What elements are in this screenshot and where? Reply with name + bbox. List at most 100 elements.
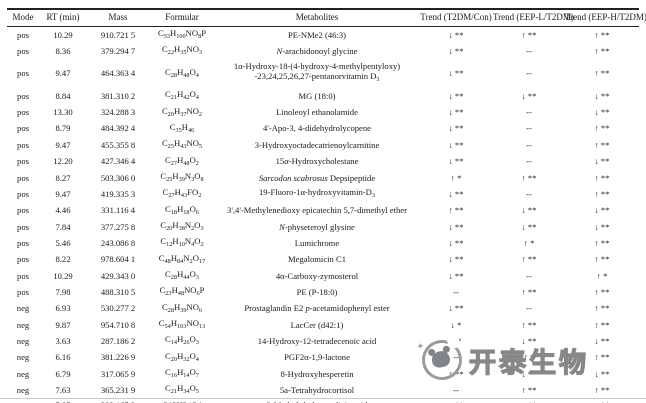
col-header-trend-eeph-t2dm: Trend (EEP-H/T2DM)	[565, 9, 646, 27]
cell-formula: C20H38N2O3	[160, 220, 204, 233]
table-row: pos 7.84 377.275 8 C20H38N2O3 N-physeter…	[7, 219, 639, 235]
cell-mass: 317.065 9	[100, 368, 136, 379]
table-row: pos 13.30 324.288 3 C20H37NO2 Linoleoyl …	[7, 105, 639, 121]
cell-mass: 429.343 0	[100, 270, 136, 281]
cell-mode: pos	[17, 188, 29, 199]
cell-mode: pos	[17, 205, 29, 216]
cell-rt: 9.87	[55, 319, 71, 330]
cell-formula: C25H39N3O8	[160, 171, 204, 183]
watermark-logo-icon: ✦	[416, 336, 466, 384]
cell-mass: 503.306 0	[100, 172, 136, 183]
cell-formula: C21H42O4	[165, 89, 199, 102]
cell-trend-t2dm-con: ↑ **	[448, 205, 464, 216]
cell-trend-t2dm-con: ↑ **	[419, 399, 493, 403]
cell-mass: 484.392 4	[100, 123, 136, 134]
cell-mode: pos	[17, 45, 29, 56]
cell-mode: pos	[17, 156, 29, 167]
cell-trend-t2dm-con: ↓ **	[448, 303, 464, 314]
cell-trend-eeph-t2dm: ↓ **	[594, 156, 610, 167]
cell-metabolite: Linoleoyl ethanolamide	[276, 107, 358, 118]
cell-rt: 12.20	[53, 156, 73, 167]
col-header-trend-eepl-t2dm: Trend (EEP-L/T2DM)	[493, 9, 574, 27]
cell-mode: pos	[17, 139, 29, 150]
cell-metabolite: PGF2α-1,9-lactone	[284, 352, 350, 363]
cell-formula: C23H48NO6P	[159, 285, 205, 298]
cell-mode: pos	[17, 221, 29, 232]
col-header-mode: Mode	[7, 9, 39, 27]
cell-metabolite: PE (P-18:0)	[296, 286, 338, 297]
cell-trend-eeph-t2dm: ↓ **	[594, 335, 610, 346]
cell-mass: 427.346 4	[100, 156, 136, 167]
cell-trend-t2dm-con: ↓ **	[448, 188, 464, 199]
cell-metabolite: 3-Hydroxyoctadecatrienoylcarnitine	[254, 139, 380, 150]
cell-mode: neg	[7, 399, 39, 403]
cell-trend-eepl-t2dm: ↓ **	[521, 221, 537, 232]
cell-trend-eeph-t2dm: ↑ **	[594, 237, 610, 248]
cell-formula: C27H48O2	[165, 154, 199, 167]
cell-mass: 381.226 9	[100, 352, 136, 363]
cell-trend-t2dm-con: ↓ **	[448, 29, 464, 40]
cell-metabolite: 4'-Apo-3, 4-didehydrolycopene	[263, 123, 371, 134]
cell-trend-eepl-t2dm: --	[526, 303, 532, 314]
cell-mass: 287.186 2	[100, 335, 136, 346]
cell-metabolite: 1α-Hydroxy-18-(4-hydroxy-4-methylpentylo…	[233, 60, 401, 84]
cell-trend-eepl-t2dm: ↓ **	[521, 205, 537, 216]
cell-rt: 7.63	[55, 384, 71, 395]
cell-trend-eeph-t2dm: ↑ **	[594, 303, 610, 314]
cell-mode: neg	[16, 303, 30, 314]
cell-mode: pos	[17, 286, 29, 297]
cell-trend-eepl-t2dm: --	[526, 107, 532, 118]
table-body: pos 10.29 910.721 5 C53H100NO8P PE-NMe2 …	[7, 27, 639, 403]
table-row: pos 9.47 464.363 4 C28H48O4 1α-Hydroxy-1…	[7, 60, 639, 89]
cell-trend-t2dm-con: ↓ **	[448, 139, 464, 150]
table-row: pos 9.47 455.355 8 C25H43NO5 3-Hydroxyoc…	[7, 137, 639, 153]
table-row: pos 8.36 379.294 7 C22H35NO3 N-arachidon…	[7, 43, 639, 59]
cell-trend-t2dm-con: ↓ **	[448, 123, 464, 134]
cell-trend-eeph-t2dm: ↑ **	[594, 29, 610, 40]
cell-trend-eepl-t2dm: ↑ *	[523, 237, 535, 248]
cell-metabolite: 4α-Carboxy-zymosterol	[275, 270, 359, 281]
cell-metabolite: PE-NMe2 (46:3)	[288, 29, 346, 40]
cell-mass: 289.165 3	[87, 399, 149, 403]
cell-formula: C20H32O4	[165, 350, 199, 363]
cell-trend-eepl-t2dm: --	[526, 45, 532, 56]
cell-rt: 5.05	[39, 399, 87, 403]
cell-trend-eepl-t2dm: --	[526, 139, 532, 150]
cell-metabolite: 2-Methyl-dodecanedioic acid	[215, 399, 419, 403]
bottom-divider	[0, 398, 646, 399]
table-row: pos 8.22 978.604 1 C48H84N2O17 Megalomic…	[7, 252, 639, 268]
cell-mass: 910.721 5	[100, 29, 136, 40]
cell-trend-eepl-t2dm: --	[526, 156, 532, 167]
cell-formula: C18H18O6	[165, 203, 199, 216]
cell-trend-eepl-t2dm: ↑ **	[521, 384, 537, 395]
col-header-trend-t2dm-con: Trend (T2DM/Con)	[419, 9, 493, 27]
cell-trend-eepl-t2dm: --	[526, 123, 532, 134]
cell-metabolite: N-arachidonoyl glycine	[276, 45, 358, 56]
col-header-formular: Formular	[149, 9, 215, 27]
cell-rt: 8.84	[55, 90, 71, 101]
cell-mass: 377.275 8	[100, 221, 136, 232]
cell-rt: 8.79	[55, 123, 71, 134]
table-row: pos 10.29 429.343 0 C28H44O3 4α-Carboxy-…	[7, 268, 639, 284]
table-row: neg 6.16 381.226 9 C20H32O4 PGF2α-1,9-la…	[7, 350, 639, 366]
cell-trend-t2dm-con: ↑ **	[448, 368, 464, 379]
cell-trend-eepl-t2dm: ↑ **	[521, 29, 537, 40]
cell-metabolite: 15α-Hydroxycholestane	[275, 156, 359, 167]
col-header-rt: RT (min)	[39, 9, 87, 27]
table-row: neg 5.05 289.165 3 C13H24O4 2-Methyl-dod…	[7, 399, 639, 403]
cell-trend-eeph-t2dm: ↓ **	[594, 90, 610, 101]
cell-trend-eepl-t2dm: --	[526, 68, 532, 79]
cell-mode: pos	[17, 172, 29, 183]
cell-trend-eeph-t2dm: ↓ **	[594, 221, 610, 232]
cell-rt: 10.29	[53, 29, 73, 40]
cell-trend-t2dm-con: ↓ **	[448, 90, 464, 101]
cell-rt: 5.46	[55, 237, 71, 248]
cell-metabolite: Prostaglandin E2 p-acetamidophenyl ester	[244, 303, 390, 314]
cell-trend-eepl-t2dm: ↑ **	[521, 172, 537, 183]
watermark-text: 开泰生物	[468, 347, 589, 379]
cell-mass: 243.086 8	[100, 237, 136, 248]
cell-rt: 4.46	[55, 205, 71, 216]
cell-rt: 6.79	[55, 368, 71, 379]
cell-formula: C27H43FO2	[162, 187, 202, 200]
cell-metabolite: Lumichrome	[294, 237, 340, 248]
